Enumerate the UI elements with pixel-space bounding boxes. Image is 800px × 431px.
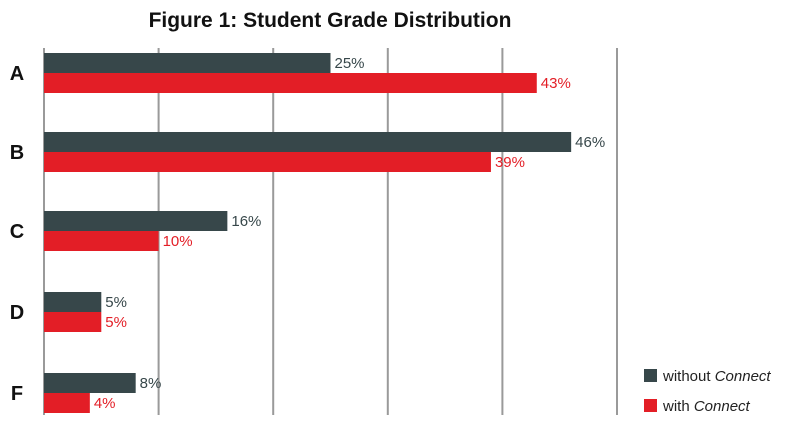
value-label-a-without-connect: 25% (335, 55, 365, 72)
value-label-d-with-connect: 5% (105, 314, 127, 331)
value-label-c-without-connect: 16% (231, 213, 261, 230)
value-label-f-with-connect: 4% (94, 395, 116, 412)
legend-swatch-with-connect (644, 399, 657, 412)
category-label-d: D (10, 302, 24, 324)
bar-d-with-connect (44, 312, 102, 332)
legend-label-without-connect: without Connect (662, 368, 771, 385)
bar-b-with-connect (44, 152, 491, 172)
value-label-a-with-connect: 43% (541, 75, 571, 92)
value-label-d-without-connect: 5% (105, 294, 127, 311)
category-label-c: C (10, 221, 24, 243)
bars (44, 53, 572, 413)
category-label-b: B (10, 142, 24, 164)
bar-a-without-connect (44, 53, 331, 73)
value-label-b-with-connect: 39% (495, 154, 525, 171)
value-label-c-with-connect: 10% (163, 233, 193, 250)
value-label-f-without-connect: 8% (140, 375, 162, 392)
bar-f-with-connect (44, 393, 90, 413)
legend-swatch-without-connect (644, 369, 657, 382)
chart-title: Figure 1: Student Grade Distribution (149, 9, 512, 32)
bar-a-with-connect (44, 73, 537, 93)
bar-b-without-connect (44, 132, 572, 152)
labels: A B C D F 25% 46% 16% 5% 8% 43% 39% 10% 5% 4% (10, 55, 605, 412)
category-label-f: F (11, 383, 23, 405)
gridlines (43, 48, 618, 415)
bar-f-without-connect (44, 373, 136, 393)
legend-label-with-connect: with Connect (662, 398, 751, 415)
bar-c-without-connect (44, 211, 228, 231)
bar-c-with-connect (44, 231, 159, 251)
category-label-a: A (10, 63, 24, 85)
value-label-b-without-connect: 46% (575, 134, 605, 151)
legend: without Connect with Connect (644, 368, 771, 415)
bar-d-without-connect (44, 292, 102, 312)
